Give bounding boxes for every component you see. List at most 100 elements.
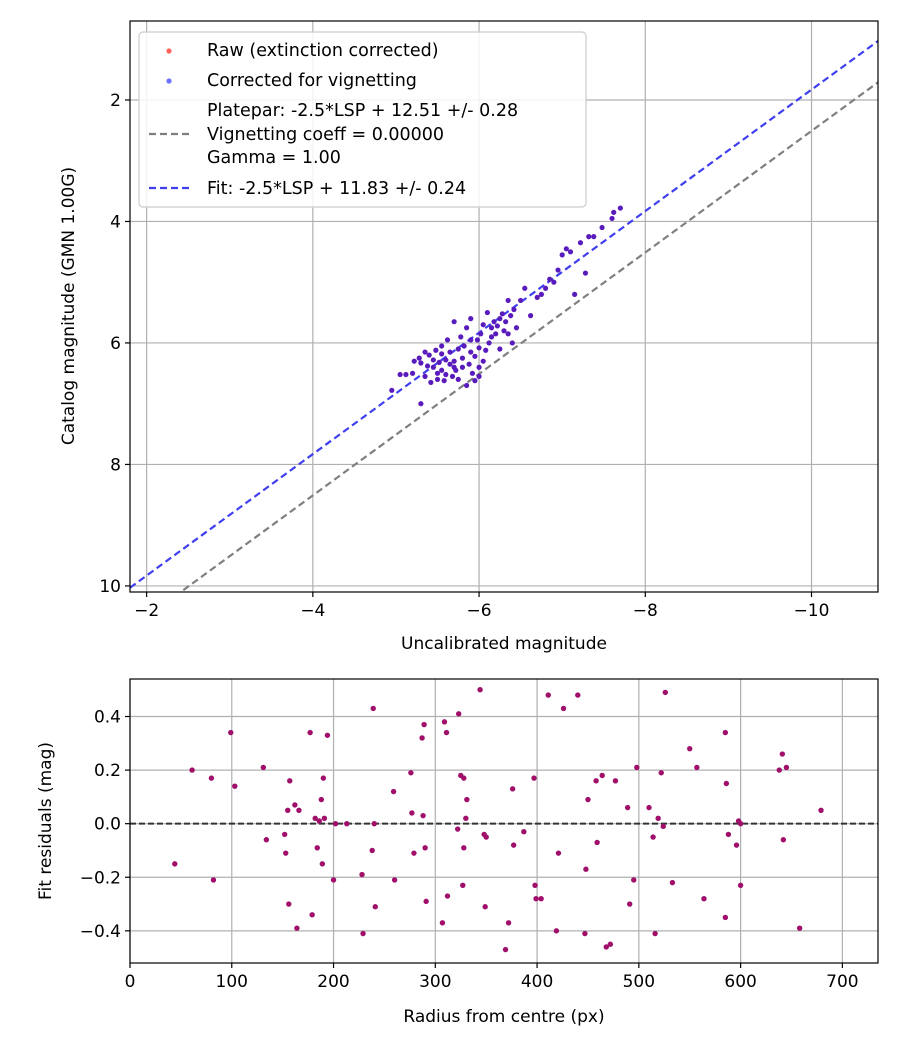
data-point [493,331,499,337]
residual-point [582,930,588,937]
residual-point [294,925,300,931]
data-point [511,306,517,313]
bottom-x-tick-label: 200 [317,972,349,992]
residual-point [296,807,302,813]
data-point [436,359,442,365]
residual-point [391,877,398,883]
residual-point [553,928,560,934]
top-x-axis-label: Uncalibrated magnitude [401,634,607,654]
data-point [577,240,584,246]
data-point [459,355,466,361]
residual-point [646,804,652,811]
top-x-tick-label: −8 [633,601,658,621]
data-point [409,370,416,376]
residual-point [594,839,600,846]
residual-point [189,767,195,773]
data-point [422,373,428,379]
residual-point [307,729,313,736]
data-point [472,378,478,384]
bottom-x-tick-label: 300 [419,972,451,992]
data-point [403,371,409,378]
residual-point [669,879,676,886]
data-point [430,357,436,363]
top-y-tick-label: 4 [110,212,121,232]
data-point [422,349,428,355]
residual-point [443,729,450,736]
legend-box [138,31,587,208]
legend-platepar-label: Platepar: -2.5*LSP + 12.51 +/- 0.28 [207,101,518,121]
data-point [389,387,395,393]
residual-point [285,807,291,813]
data-point [582,270,589,276]
top-y-tick-label: 2 [110,91,121,111]
residual-point [283,850,289,856]
residual-point [422,845,428,851]
data-point [447,361,453,367]
residual-point [477,687,483,693]
residual-point [360,930,366,937]
bottom-x-tick-label: 0 [125,972,136,992]
data-point [439,351,445,357]
data-point [572,291,578,297]
residual-point [624,804,631,811]
data-point [441,378,447,384]
residual-point [593,778,599,784]
residual-point [464,796,470,803]
residual-point [652,930,658,937]
data-point [501,328,507,334]
data-point [488,334,495,340]
residual-point [509,786,516,792]
residual-point [662,689,669,696]
residual-point [324,732,331,738]
legend-raw-label: Raw (extinction corrected) [207,41,439,61]
data-point [586,234,592,240]
data-point [459,364,466,370]
data-point [443,371,449,378]
bottom-scatter-points [172,687,824,953]
residual-point [408,770,414,776]
data-point [527,313,534,319]
data-point [444,337,451,343]
data-point [563,246,569,252]
legend-fit-label: Fit: -2.5*LSP + 11.83 +/- 0.24 [207,179,466,199]
data-point [522,285,528,291]
residual-point [538,895,544,902]
data-point [443,357,449,363]
residual-point [456,711,462,717]
top-y-tick-label: 8 [110,455,121,475]
residual-point [419,735,425,741]
residual-point [441,719,448,725]
residual-point [461,845,467,851]
data-point [518,297,524,304]
residual-point [371,820,377,827]
residual-point [725,831,732,838]
residual-point [287,778,293,784]
data-point [480,322,486,328]
residual-point [818,807,824,813]
residual-point [575,692,581,698]
data-point [418,360,424,366]
residual-point [722,914,729,921]
data-point [451,358,457,364]
residual-point [585,796,591,803]
residual-point [733,842,740,848]
residual-point [631,877,637,883]
bottom-x-ticks: 0 100 200 300 400 500 600 700 [125,963,859,992]
bottom-x-tick-label: 700 [826,972,858,992]
data-point [486,340,492,346]
residual-point [607,941,614,947]
residual-point [409,810,415,816]
data-point [538,291,545,297]
residual-point [779,751,786,757]
data-point [468,349,474,355]
top-x-tick-label: −6 [467,601,492,621]
data-point [491,319,497,325]
residual-point [172,861,178,867]
residual-point [370,705,376,712]
data-point [469,370,476,376]
data-point [483,347,489,353]
residual-point [390,788,397,795]
top-y-tick-label: 10 [99,577,121,597]
data-point [503,319,509,325]
